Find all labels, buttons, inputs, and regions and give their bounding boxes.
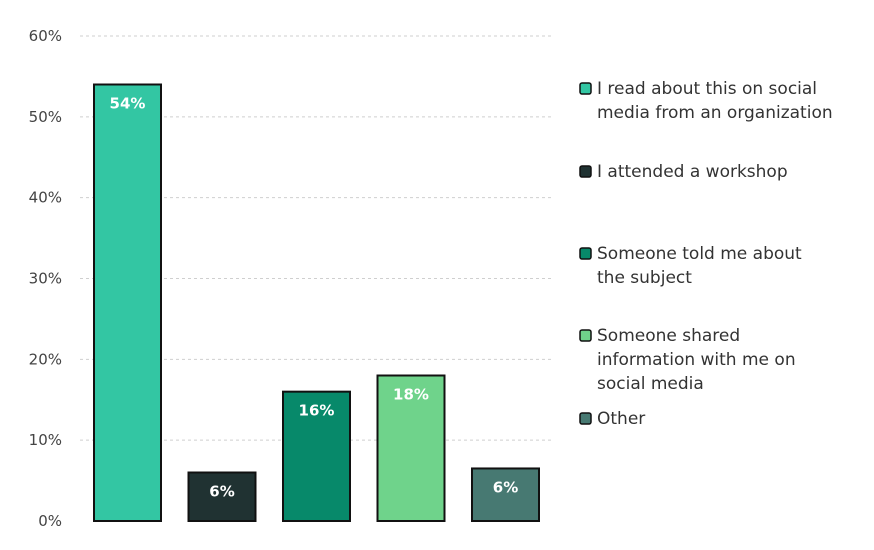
data-label: 6%: [209, 483, 234, 501]
legend-item: I attended a workshop: [579, 162, 788, 182]
data-label: 54%: [110, 95, 146, 113]
data-label: 18%: [393, 386, 429, 404]
y-tick-label: 10%: [29, 431, 62, 449]
legend-label: I read about this on social media from an…: [597, 79, 833, 123]
legend-swatch: [579, 247, 592, 260]
legend-label: Other: [597, 409, 645, 429]
legend-item: Someone told me about the subject: [579, 244, 802, 288]
legend-label: Someone told me about the subject: [597, 244, 802, 288]
legend-label: I attended a workshop: [597, 162, 788, 182]
y-tick-label: 30%: [29, 270, 62, 288]
y-axis-ticks: 0% 10% 20% 30% 40% 50% 60%: [29, 27, 62, 530]
data-labels: 54% 6% 16% 18% 6%: [110, 95, 519, 501]
bar: [471, 467, 540, 523]
bar: [282, 390, 351, 522]
y-tick-label: 60%: [29, 27, 62, 45]
bar: [187, 471, 257, 522]
legend: I read about this on social media from an…: [579, 79, 833, 429]
legend-swatch: [579, 82, 592, 95]
y-tick-label: 40%: [29, 189, 62, 207]
legend-swatch: [579, 412, 592, 425]
legend-item: Someone shared information with me on soci…: [579, 326, 796, 394]
bars: [93, 83, 540, 523]
legend-label: Someone shared information with me on soci…: [597, 326, 796, 394]
bar: [376, 374, 446, 522]
y-tick-label: 50%: [29, 108, 62, 126]
data-label: 16%: [299, 402, 335, 420]
legend-item: Other: [579, 409, 645, 429]
legend-swatch: [579, 165, 592, 178]
bar: [93, 83, 162, 522]
legend-swatch: [579, 329, 592, 342]
legend-item: I read about this on social media from an…: [579, 79, 833, 123]
y-tick-label: 20%: [29, 350, 62, 368]
data-label: 6%: [493, 478, 518, 496]
y-tick-label: 0%: [38, 512, 62, 530]
